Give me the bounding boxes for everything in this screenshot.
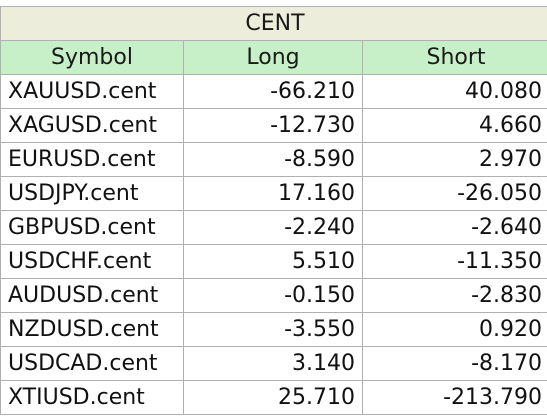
table-row: XAGUSD.cent -12.730 4.660 [0, 108, 547, 143]
column-header-symbol[interactable]: Symbol [0, 40, 184, 75]
symbol-cell[interactable]: USDCAD.cent [0, 346, 184, 381]
top-strip [0, 0, 547, 6]
symbol-cell[interactable]: USDCHF.cent [0, 244, 184, 279]
table-body: CENT Symbol Long Short XAUUSD.cent -66.21… [0, 6, 547, 415]
symbol-cell[interactable]: XAGUSD.cent [0, 108, 184, 143]
table-row: NZDUSD.cent -3.550 0.920 [0, 312, 547, 347]
table-title[interactable]: CENT [0, 6, 547, 41]
short-cell[interactable]: 2.970 [361, 142, 547, 177]
table-row: EURUSD.cent -8.590 2.970 [0, 142, 547, 177]
long-cell[interactable]: 5.510 [183, 244, 363, 279]
column-header-long[interactable]: Long [183, 40, 363, 75]
table-row: XAUUSD.cent -66.210 40.080 [0, 74, 547, 109]
symbol-cell[interactable]: NZDUSD.cent [0, 312, 184, 347]
short-cell[interactable]: 4.660 [361, 108, 547, 143]
swap-table: CENT Symbol Long Short XAUUSD.cent -66.21… [0, 6, 547, 415]
table-row: GBPUSD.cent -2.240 -2.640 [0, 210, 547, 245]
title-row: CENT [0, 6, 547, 41]
table-row: USDCAD.cent 3.140 -8.170 [0, 346, 547, 381]
short-cell[interactable]: -2.830 [361, 278, 547, 313]
short-cell[interactable]: -213.790 [361, 380, 547, 415]
long-cell[interactable]: 25.710 [183, 380, 363, 415]
short-cell[interactable]: 40.080 [361, 74, 547, 109]
table-row: AUDUSD.cent -0.150 -2.830 [0, 278, 547, 313]
table-row: USDCHF.cent 5.510 -11.350 [0, 244, 547, 279]
symbol-cell[interactable]: XAUUSD.cent [0, 74, 184, 109]
symbol-cell[interactable]: XTIUSD.cent [0, 380, 184, 415]
long-cell[interactable]: -3.550 [183, 312, 363, 347]
long-cell[interactable]: -2.240 [183, 210, 363, 245]
short-cell[interactable]: -26.050 [361, 176, 547, 211]
symbol-cell[interactable]: GBPUSD.cent [0, 210, 184, 245]
short-cell[interactable]: 0.920 [361, 312, 547, 347]
long-cell[interactable]: -0.150 [183, 278, 363, 313]
short-cell[interactable]: -2.640 [361, 210, 547, 245]
table-row: USDJPY.cent 17.160 -26.050 [0, 176, 547, 211]
long-cell[interactable]: -8.590 [183, 142, 363, 177]
column-header-short[interactable]: Short [361, 40, 547, 75]
symbol-cell[interactable]: AUDUSD.cent [0, 278, 184, 313]
long-cell[interactable]: -12.730 [183, 108, 363, 143]
symbol-cell[interactable]: EURUSD.cent [0, 142, 184, 177]
long-cell[interactable]: 17.160 [183, 176, 363, 211]
long-cell[interactable]: -66.210 [183, 74, 363, 109]
symbol-cell[interactable]: USDJPY.cent [0, 176, 184, 211]
table-row: XTIUSD.cent 25.710 -213.790 [0, 380, 547, 415]
header-row: Symbol Long Short [0, 40, 547, 75]
long-cell[interactable]: 3.140 [183, 346, 363, 381]
short-cell[interactable]: -8.170 [361, 346, 547, 381]
short-cell[interactable]: -11.350 [361, 244, 547, 279]
